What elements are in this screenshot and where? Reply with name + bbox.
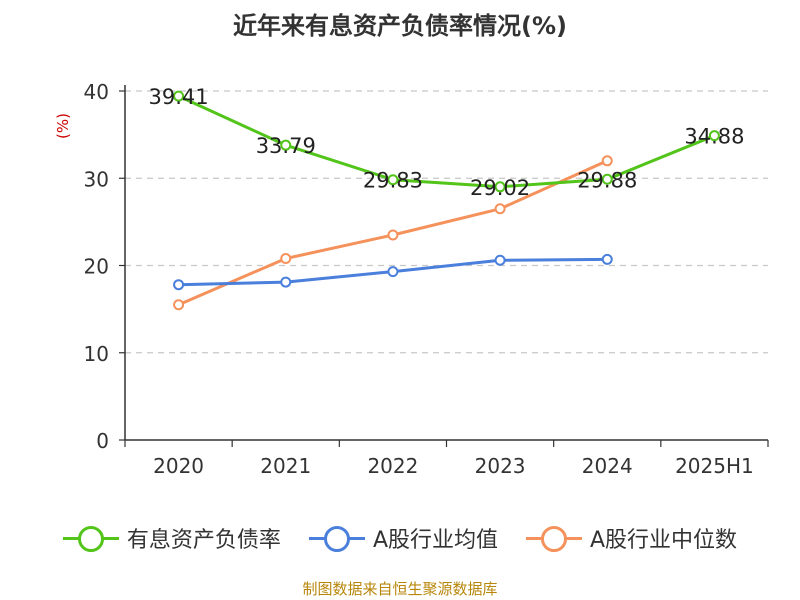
chart-title: 近年来有息资产负债率情况(%)	[233, 12, 567, 40]
series-0-data-label-1: 33.79	[256, 134, 316, 158]
series-0-data-label-5: 34.88	[684, 125, 744, 149]
legend-swatch-series-0	[62, 524, 119, 552]
series-1-point-0[interactable]	[173, 279, 185, 291]
series-2-point-4[interactable]	[601, 155, 613, 167]
x-tick-label-2: 2022	[367, 454, 418, 478]
y-tick-label-4: 40	[84, 80, 109, 104]
y-tick-label-3: 30	[84, 167, 109, 191]
series-0-data-label-3: 29.02	[470, 176, 530, 200]
y-axis-title: (%)	[54, 113, 72, 139]
series-2-point-1[interactable]	[280, 253, 292, 265]
legend-label-series-2: A股行业中位数	[590, 528, 738, 553]
series-0-point-1[interactable]	[280, 139, 292, 151]
legend-item-series-0[interactable]: 有息资产负债率	[62, 522, 281, 554]
series-2-point-3[interactable]	[494, 203, 506, 215]
series-line-0	[177, 94, 715, 189]
series-0-data-label-4: 29.88	[577, 168, 637, 192]
x-tick-label-1: 2021	[260, 454, 311, 478]
x-tick-label-3: 2023	[475, 454, 526, 478]
legend-swatch-series-2	[526, 524, 582, 552]
legend-item-series-1[interactable]: A股行业均值	[308, 522, 498, 554]
series-1-point-2[interactable]	[387, 266, 399, 278]
series-0-point-4[interactable]	[601, 173, 613, 185]
legend: 有息资产负债率 A股行业均值 A股行业中位数	[0, 518, 800, 558]
series-2-point-0[interactable]	[173, 299, 185, 311]
source-note: 制图数据来自恒生聚源数据库	[302, 580, 498, 598]
legend-item-series-2[interactable]: A股行业中位数	[526, 522, 737, 554]
y-tick-label-2: 20	[84, 255, 109, 279]
x-tick-label-0: 2020	[153, 454, 204, 478]
legend-swatch-series-1	[308, 524, 365, 552]
series-0-point-2[interactable]	[387, 174, 399, 186]
y-tick-label-1: 10	[84, 342, 109, 366]
series-1-point-3[interactable]	[494, 254, 506, 266]
y-tick-label-0: 0	[96, 429, 109, 453]
series-1-point-4[interactable]	[601, 253, 613, 265]
series-0-data-label-2: 29.83	[363, 169, 423, 193]
series-0-point-5[interactable]	[708, 130, 720, 142]
legend-label-series-1: A股行业均值	[372, 528, 498, 553]
series-0-point-3[interactable]	[494, 181, 506, 193]
series-0-data-label-0: 39.41	[149, 85, 209, 109]
x-tick-label-4: 2024	[582, 454, 633, 478]
series-1-point-1[interactable]	[280, 276, 292, 288]
series-2-point-2[interactable]	[387, 229, 399, 241]
legend-label-series-0: 有息资产负债率	[126, 528, 281, 553]
series-0-point-0[interactable]	[173, 90, 185, 102]
x-tick-label-5: 2025H1	[675, 454, 754, 478]
